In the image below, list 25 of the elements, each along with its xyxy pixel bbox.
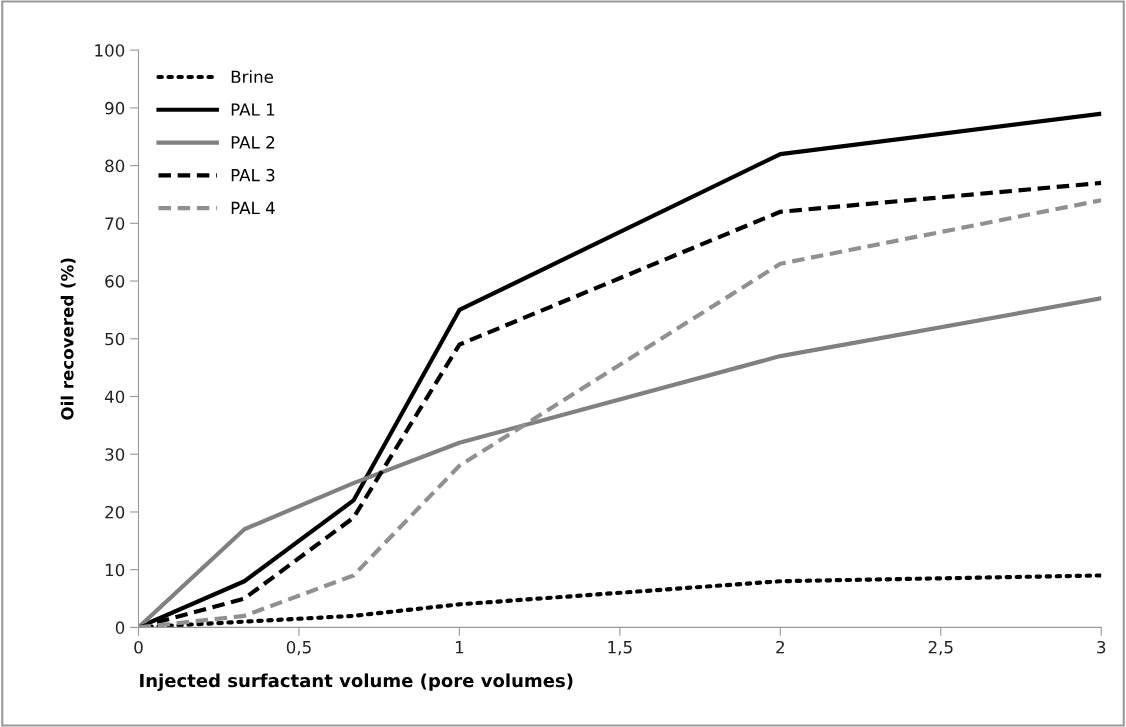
y-tick-label: 60	[105, 275, 125, 288]
y-tick-label: 80	[105, 159, 125, 173]
legend-label: PAL 3	[231, 168, 275, 182]
y-tick-label: 100	[95, 44, 125, 57]
x-tick-label: 2,5	[928, 640, 953, 656]
y-tick-label: 10	[105, 563, 125, 577]
y-tick-label: 90	[105, 101, 125, 115]
legend-label: Brine	[231, 70, 274, 84]
legend-label: PAL 1	[231, 103, 275, 116]
x-tick-label: 1	[455, 641, 464, 654]
x-tick-label: 0,5	[286, 640, 311, 656]
y-tick-label: 50	[105, 332, 125, 346]
x-axis-title: Injected surfactant volume (pore volumes)	[140, 673, 573, 692]
y-tick-label: 0	[115, 621, 125, 634]
x-tick-label: 3	[1097, 640, 1106, 654]
y-tick-label: 30	[105, 448, 125, 461]
y-tick-label: 40	[104, 390, 125, 404]
x-tick-label: 1,5	[608, 641, 632, 656]
x-tick-label: 2	[776, 640, 784, 654]
y-tick-label: 20	[105, 505, 125, 519]
legend-label: PAL 4	[231, 201, 275, 215]
legend-label: PAL 2	[231, 136, 275, 149]
x-tick-label: 0	[134, 640, 143, 654]
y-axis-title: Oil recovered (%)	[60, 258, 76, 420]
y-tick-label: 70	[105, 217, 125, 230]
